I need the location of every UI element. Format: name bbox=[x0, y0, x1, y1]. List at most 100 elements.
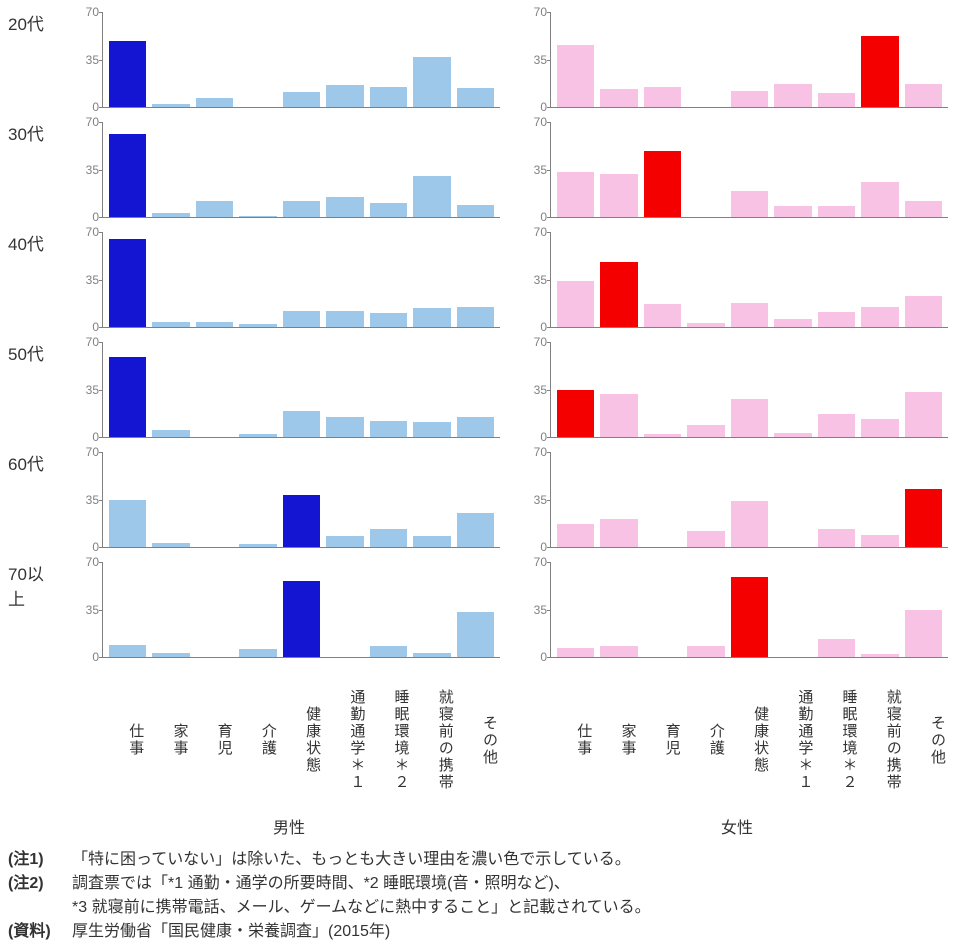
bar bbox=[283, 92, 320, 107]
category-label: 育児 bbox=[190, 670, 234, 810]
x-axis-labels-female: 仕事家事育児介護健康状態通勤通学＊１睡眠環境＊２就寝前の携帯その他 bbox=[522, 670, 952, 810]
category-label: その他 bbox=[904, 670, 948, 810]
chart-panel: 03570 bbox=[74, 558, 504, 668]
bar bbox=[731, 399, 768, 437]
age-group-label: 40代 bbox=[8, 228, 56, 338]
y-tick-label: 35 bbox=[75, 273, 99, 287]
category-label: 介護 bbox=[683, 670, 727, 810]
age-group-label: 20代 bbox=[8, 8, 56, 118]
bar bbox=[413, 176, 450, 217]
bar bbox=[457, 612, 494, 657]
y-tick-label: 70 bbox=[523, 5, 547, 19]
bar bbox=[774, 319, 811, 327]
bar bbox=[557, 524, 594, 547]
bar bbox=[557, 45, 594, 107]
bar bbox=[818, 93, 855, 107]
y-tick-label: 70 bbox=[75, 5, 99, 19]
bar bbox=[152, 653, 189, 657]
note1-tag: (注1) bbox=[8, 848, 72, 872]
category-label: 就寝前の携帯 bbox=[860, 670, 904, 810]
y-tick-label: 0 bbox=[75, 100, 99, 114]
source-tag: (資料) bbox=[8, 920, 72, 944]
chart-panel: 03570 bbox=[74, 228, 504, 338]
bar bbox=[644, 434, 681, 437]
chart-panel: 0 35 70 bbox=[522, 8, 952, 118]
chart-grid: 20代035700357030代035700357040代03570035705… bbox=[8, 8, 952, 668]
note2-text-cont: *3 就寝前に携帯電話、メール、ゲームなどに熱中すること」と記載されている。 bbox=[8, 896, 952, 920]
y-tick-label: 35 bbox=[75, 603, 99, 617]
bar bbox=[152, 322, 189, 327]
y-tick-label: 0 bbox=[75, 320, 99, 334]
y-tick-label: 35 bbox=[75, 493, 99, 507]
bar bbox=[196, 322, 233, 327]
category-label: 仕事 bbox=[102, 670, 146, 810]
bar bbox=[818, 529, 855, 547]
bar bbox=[861, 36, 898, 107]
y-tick-label: 35 bbox=[523, 493, 547, 507]
category-label: 家事 bbox=[146, 670, 190, 810]
y-tick-label: 70 bbox=[523, 115, 547, 129]
chart-panel: 03570 bbox=[522, 448, 952, 558]
category-label: 育児 bbox=[638, 670, 682, 810]
bar bbox=[239, 544, 276, 547]
bar bbox=[457, 417, 494, 437]
bar bbox=[905, 489, 942, 547]
bar bbox=[370, 529, 407, 547]
note2-tag: (注2) bbox=[8, 872, 72, 896]
bar bbox=[370, 313, 407, 327]
category-label: 家事 bbox=[594, 670, 638, 810]
bar bbox=[557, 281, 594, 327]
y-tick-label: 0 bbox=[75, 430, 99, 444]
bar bbox=[774, 206, 811, 217]
bar bbox=[457, 513, 494, 547]
bar bbox=[457, 205, 494, 217]
bar bbox=[370, 646, 407, 657]
y-tick-label: 70 bbox=[75, 115, 99, 129]
bar bbox=[413, 653, 450, 657]
category-label: 介護 bbox=[235, 670, 279, 810]
bar bbox=[370, 203, 407, 217]
category-label: 睡眠環境＊２ bbox=[367, 670, 411, 810]
y-tick-label: 0 bbox=[523, 210, 547, 224]
bar bbox=[687, 425, 724, 437]
gender-label-male: 男性 bbox=[74, 814, 504, 838]
bar bbox=[687, 323, 724, 327]
bar bbox=[109, 134, 146, 217]
chart-panel: 03570 bbox=[522, 228, 952, 338]
bar bbox=[600, 394, 637, 437]
bar bbox=[283, 411, 320, 437]
chart-panel: 03570 bbox=[522, 338, 952, 448]
bar bbox=[818, 206, 855, 217]
category-label: 健康状態 bbox=[279, 670, 323, 810]
bar bbox=[644, 304, 681, 327]
bar bbox=[687, 646, 724, 657]
bar bbox=[731, 303, 768, 327]
x-axis-labels-row: 仕事家事育児介護健康状態通勤通学＊１睡眠環境＊２就寝前の携帯その他 仕事家事育児… bbox=[8, 670, 952, 810]
bar bbox=[557, 172, 594, 217]
y-tick-label: 0 bbox=[523, 100, 547, 114]
bar bbox=[600, 519, 637, 548]
bar bbox=[905, 392, 942, 437]
category-label: 仕事 bbox=[550, 670, 594, 810]
category-label: 就寝前の携帯 bbox=[412, 670, 456, 810]
y-tick-label: 0 bbox=[75, 210, 99, 224]
bar bbox=[326, 536, 363, 547]
x-axis-labels-male: 仕事家事育児介護健康状態通勤通学＊１睡眠環境＊２就寝前の携帯その他 bbox=[74, 670, 504, 810]
bar bbox=[326, 417, 363, 437]
bar bbox=[283, 495, 320, 547]
y-tick-label: 35 bbox=[523, 273, 547, 287]
bar bbox=[196, 201, 233, 217]
bar bbox=[326, 311, 363, 327]
y-tick-label: 35 bbox=[523, 53, 547, 67]
category-label: 通勤通学＊１ bbox=[323, 670, 367, 810]
bar bbox=[413, 57, 450, 107]
bar bbox=[600, 174, 637, 217]
bar bbox=[644, 87, 681, 107]
footnotes: (注1) 「特に困っていない」は除いた、もっとも大きい理由を濃い色で示している。… bbox=[8, 848, 952, 944]
y-tick-label: 35 bbox=[75, 163, 99, 177]
category-label: 睡眠環境＊２ bbox=[815, 670, 859, 810]
gender-labels-row: 男性 女性 bbox=[8, 814, 952, 838]
note2-text: 調査票では「*1 通勤・通学の所要時間、*2 睡眠環境(音・照明など)、 bbox=[72, 872, 952, 896]
chart-panel: 03570 bbox=[74, 8, 504, 118]
bar bbox=[457, 88, 494, 107]
